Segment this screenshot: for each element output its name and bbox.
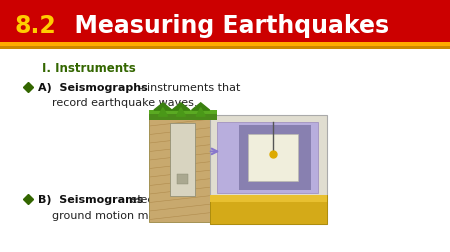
FancyBboxPatch shape xyxy=(148,115,217,222)
Bar xyxy=(170,124,195,197)
Polygon shape xyxy=(192,103,210,111)
Bar xyxy=(177,175,188,184)
Polygon shape xyxy=(158,108,167,117)
Text: record earthquake waves.: record earthquake waves. xyxy=(52,98,198,108)
Bar xyxy=(148,111,217,120)
Bar xyxy=(0,47,450,50)
Text: I. Instruments: I. Instruments xyxy=(42,61,136,74)
Text: ground motion made by seismographs.: ground motion made by seismographs. xyxy=(52,210,271,220)
Bar xyxy=(217,123,318,193)
Text: Measuring Earthquakes: Measuring Earthquakes xyxy=(58,14,389,38)
Polygon shape xyxy=(172,103,190,111)
Text: - instruments that: - instruments that xyxy=(136,83,240,93)
Bar xyxy=(148,111,217,114)
Text: B)  Seismograms: B) Seismograms xyxy=(38,194,143,204)
Bar xyxy=(210,195,327,224)
FancyBboxPatch shape xyxy=(210,115,327,224)
Bar xyxy=(210,195,327,203)
Text: A)  Seismographs: A) Seismographs xyxy=(38,83,148,93)
Polygon shape xyxy=(196,108,205,117)
Bar xyxy=(0,43,450,47)
Polygon shape xyxy=(154,103,172,111)
Bar xyxy=(0,0,450,48)
Text: electronically recorded: electronically recorded xyxy=(127,194,258,204)
Bar xyxy=(248,135,298,181)
Text: 8.2: 8.2 xyxy=(14,14,56,38)
Bar xyxy=(238,125,310,191)
Polygon shape xyxy=(176,108,185,117)
